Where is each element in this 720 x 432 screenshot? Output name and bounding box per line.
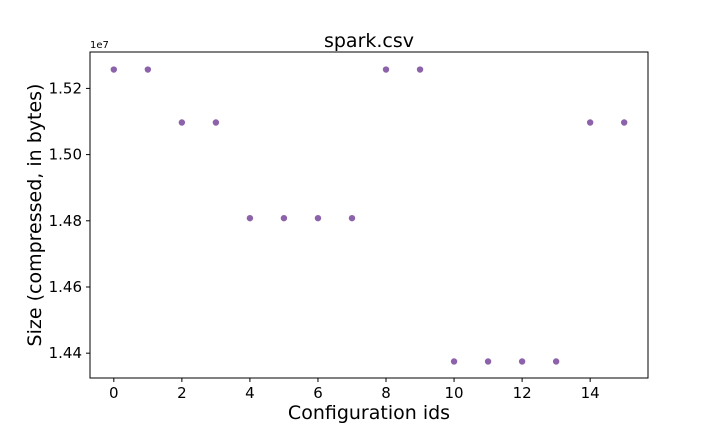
y-axis-multiplier: 1e7 xyxy=(90,40,109,51)
y-tick-label: 1.52 xyxy=(49,79,82,97)
x-tick-label: 10 xyxy=(445,384,464,402)
data-point xyxy=(246,214,254,222)
data-point xyxy=(518,358,526,365)
x-tick-label: 14 xyxy=(581,384,600,402)
x-tick-label: 2 xyxy=(177,384,187,402)
plot-area xyxy=(89,51,649,379)
x-tick-label: 4 xyxy=(245,384,255,402)
data-point xyxy=(314,214,322,222)
y-axis: 1.44 1.46 1.48 1.50 1.52 xyxy=(49,79,90,362)
data-point xyxy=(212,119,220,126)
x-tick-label: 0 xyxy=(109,384,119,402)
data-point xyxy=(382,66,390,73)
data-point xyxy=(280,214,288,222)
y-axis-label: Size (compressed, in bytes) xyxy=(24,84,46,347)
y-tick-label: 1.50 xyxy=(49,146,82,164)
data-point xyxy=(110,66,118,73)
data-point xyxy=(552,358,560,365)
data-points xyxy=(110,66,628,365)
data-point xyxy=(178,119,186,126)
x-tick-label: 12 xyxy=(513,384,532,402)
data-point xyxy=(620,119,628,126)
data-point xyxy=(416,66,424,73)
x-tick-label: 8 xyxy=(381,384,391,402)
chart-title: spark.csv xyxy=(324,30,414,52)
data-point xyxy=(450,358,458,365)
x-tick-label: 6 xyxy=(313,384,323,402)
data-point xyxy=(484,358,492,365)
x-axis: 0 2 4 6 8 10 12 14 xyxy=(109,378,600,402)
x-axis-label: Configuration ids xyxy=(288,402,450,424)
data-point xyxy=(144,66,152,73)
data-point xyxy=(586,119,594,126)
y-tick-label: 1.48 xyxy=(49,212,82,230)
data-point xyxy=(348,214,356,222)
y-tick-label: 1.44 xyxy=(49,344,82,362)
y-tick-label: 1.46 xyxy=(49,278,82,296)
